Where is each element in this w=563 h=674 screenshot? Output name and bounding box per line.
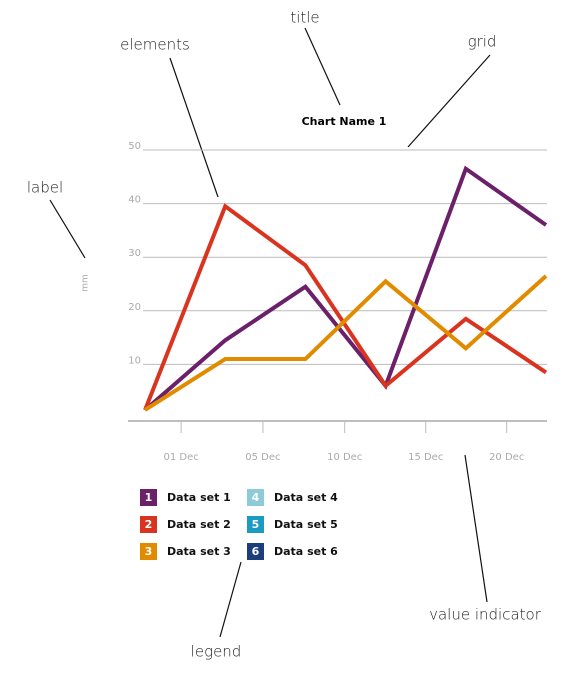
annotation-pointers — [49, 27, 491, 638]
y-tick-label: 30 — [128, 248, 141, 259]
legend-badge: 5 — [252, 518, 260, 531]
legend-swatch — [247, 543, 264, 560]
x-tick-label: 05 Dec — [245, 452, 280, 463]
x-tick-label: 20 Dec — [489, 452, 524, 463]
annotation: grid — [468, 33, 497, 51]
legend-label: Data set 3 — [167, 545, 231, 558]
pointer — [219, 561, 242, 638]
series-line — [143, 274, 548, 412]
legend-badge: 4 — [252, 491, 260, 504]
x-tick-label: 10 Dec — [327, 452, 362, 463]
legend-label: Data set 4 — [274, 491, 338, 504]
pointer — [407, 54, 491, 148]
y-tick-label: 40 — [128, 195, 141, 206]
legend-swatch — [140, 516, 157, 533]
pointer — [169, 57, 219, 198]
chart-title: Chart Name 1 — [302, 115, 387, 128]
legend-label: Data set 1 — [167, 491, 231, 504]
legend-badge: 1 — [145, 491, 153, 504]
legend-swatch — [247, 489, 264, 506]
y-tick-label: 10 — [128, 355, 141, 366]
x-tick-label: 15 Dec — [408, 452, 443, 463]
annotation: elements — [120, 36, 190, 54]
x-tick-label: 01 Dec — [163, 452, 198, 463]
legend-swatch — [247, 516, 264, 533]
legend-swatch — [140, 543, 157, 560]
legend-badge: 6 — [252, 545, 260, 558]
pointer — [464, 454, 488, 603]
legend-label: Data set 2 — [167, 518, 231, 531]
y-axis-label: mm — [81, 274, 91, 292]
legend-badge: 2 — [145, 518, 153, 531]
legend-badge: 3 — [145, 545, 153, 558]
annotation: title — [290, 9, 319, 27]
annotation: legend — [191, 643, 242, 661]
series-line — [143, 203, 548, 411]
legend-label: Data set 5 — [274, 518, 338, 531]
y-tick-label: 50 — [128, 141, 141, 152]
pointer — [304, 27, 341, 106]
legend-label: Data set 6 — [274, 545, 338, 558]
annotation: label — [27, 179, 63, 197]
y-tick-label: 20 — [128, 302, 141, 313]
annotation: value indicator — [429, 606, 542, 624]
pointer — [49, 199, 86, 259]
series-line — [143, 165, 548, 412]
legend-swatch — [140, 489, 157, 506]
